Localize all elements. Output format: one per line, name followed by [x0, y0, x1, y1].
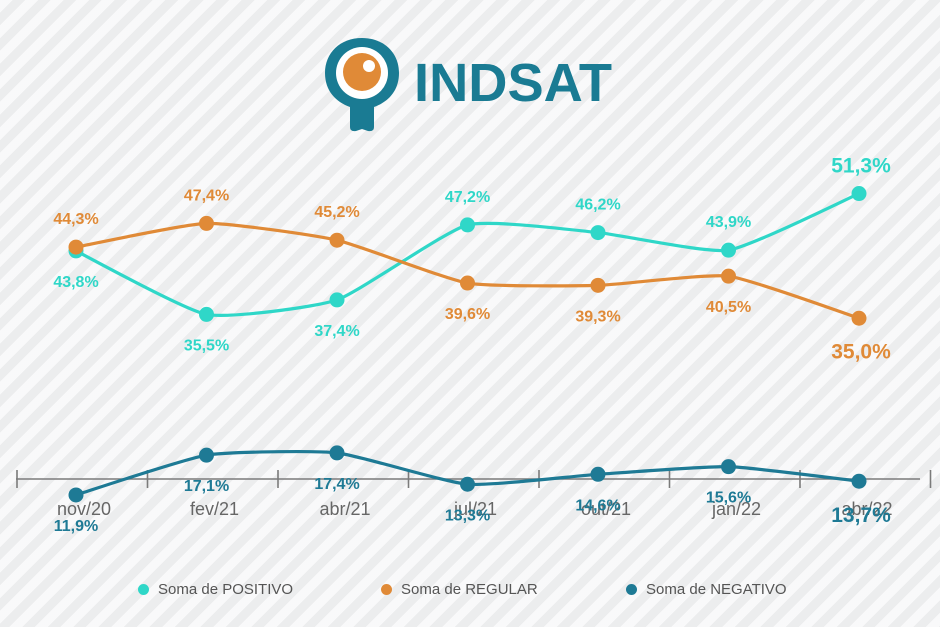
- x-tick-label: abr/22: [841, 499, 892, 519]
- legend-marker-positivo: [138, 584, 149, 595]
- data-point-negativo: [329, 445, 345, 461]
- x-tick-label: jul/21: [453, 499, 497, 519]
- data-point-negativo: [460, 476, 475, 492]
- data-point-positivo: [590, 225, 606, 241]
- data-point-negativo: [721, 459, 736, 475]
- legend-marker-regular: [381, 584, 392, 595]
- x-tick-label: out/21: [581, 499, 631, 519]
- data-label-regular: 40,5%: [706, 299, 751, 316]
- data-label-negativo: 13,3%: [445, 507, 490, 524]
- data-point-regular: [721, 268, 736, 284]
- indsat-logo: INDSAT: [325, 38, 612, 132]
- data-label-regular: 39,3%: [575, 308, 620, 325]
- chart-legend: Soma de POSITIVO Soma de REGULAR Soma de N…: [0, 581, 940, 601]
- data-point-positivo: [721, 242, 736, 258]
- brand-name: INDSAT: [414, 53, 612, 113]
- data-label-negativo: 14,6%: [575, 497, 620, 514]
- legend-label-regular: Soma de REGULAR: [401, 581, 538, 598]
- data-label-negativo: 11,9%: [54, 518, 98, 535]
- data-point-positivo: [851, 186, 867, 202]
- series-line-positivo: [74, 191, 861, 317]
- legend-item-positivo: Soma de POSITIVO: [138, 581, 293, 598]
- legend-label-negativo: Soma de NEGATIVO: [646, 581, 787, 598]
- data-label-negativo: 17,4%: [314, 476, 359, 493]
- data-label-regular: 44,3%: [53, 211, 98, 228]
- data-point-positivo: [199, 306, 214, 322]
- x-tick-label: abr/21: [319, 499, 370, 519]
- x-tick-label: fev/21: [190, 499, 239, 519]
- line-chart: nov/20 fev/21 abr/21 jul/21 out/21 jan/22 abr/…: [16, 155, 932, 535]
- data-point-positivo: [329, 292, 345, 308]
- data-point-negativo: [68, 487, 84, 503]
- data-label-regular: 35,0%: [831, 340, 891, 363]
- legend-item-negativo: Soma de NEGATIVO: [626, 581, 787, 598]
- data-point-regular: [590, 277, 606, 293]
- x-tick-label: nov/20: [57, 499, 111, 519]
- data-point-negativo: [851, 473, 867, 489]
- data-label-negativo: 17,1%: [184, 478, 229, 495]
- data-point-negativo: [590, 466, 606, 482]
- data-label-regular: 39,6%: [445, 306, 490, 323]
- data-label-negativo: 13,7%: [831, 504, 891, 527]
- data-label-positivo: 51,3%: [831, 155, 891, 178]
- legend-label-positivo: Soma de POSITIVO: [158, 581, 294, 598]
- data-label-positivo: 43,8%: [53, 274, 98, 291]
- data-label-negativo: 15,6%: [706, 490, 751, 507]
- legend-item-regular: Soma de REGULAR: [381, 581, 538, 598]
- data-point-positivo: [460, 217, 475, 233]
- data-point-negativo: [199, 447, 214, 463]
- data-label-positivo: 43,9%: [706, 214, 751, 231]
- data-label-positivo: 37,4%: [314, 323, 359, 340]
- data-label-regular: 45,2%: [314, 204, 359, 221]
- data-label-positivo: 35,5%: [184, 337, 229, 354]
- data-point-regular: [68, 239, 84, 255]
- data-point-regular: [460, 275, 475, 291]
- x-tick-label: jan/22: [711, 499, 761, 519]
- data-label-positivo: 46,2%: [575, 197, 620, 214]
- data-point-regular: [851, 310, 867, 326]
- data-point-regular: [329, 232, 345, 248]
- data-label-regular: 47,4%: [184, 187, 229, 204]
- data-label-positivo: 47,2%: [445, 189, 490, 206]
- data-point-regular: [199, 215, 214, 231]
- legend-marker-negativo: [626, 584, 637, 595]
